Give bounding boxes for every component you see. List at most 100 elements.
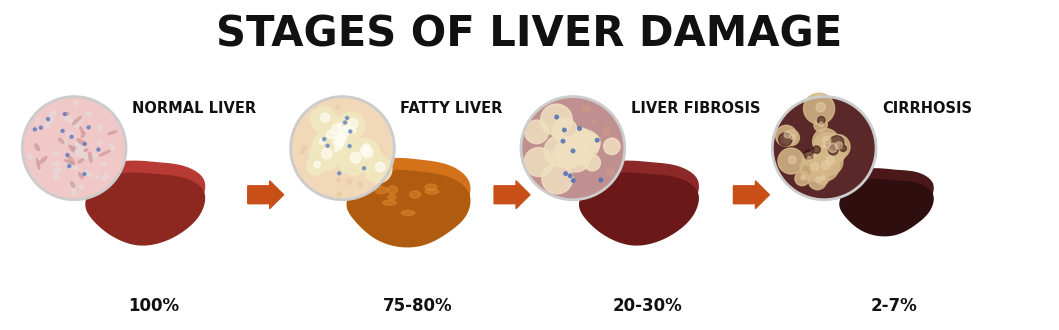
Circle shape <box>563 109 566 112</box>
Ellipse shape <box>388 186 397 194</box>
Ellipse shape <box>71 146 77 150</box>
Circle shape <box>358 182 363 187</box>
Circle shape <box>804 150 813 159</box>
Ellipse shape <box>55 168 62 173</box>
Circle shape <box>345 147 351 152</box>
Circle shape <box>354 168 357 172</box>
Circle shape <box>362 147 373 158</box>
Circle shape <box>818 116 825 124</box>
Circle shape <box>541 104 572 136</box>
Circle shape <box>334 152 339 158</box>
Polygon shape <box>347 171 470 247</box>
Circle shape <box>611 150 615 153</box>
Circle shape <box>811 163 819 171</box>
Ellipse shape <box>82 132 85 138</box>
Circle shape <box>96 148 100 151</box>
Circle shape <box>788 156 796 164</box>
Circle shape <box>362 158 367 162</box>
Circle shape <box>306 157 325 175</box>
Circle shape <box>364 146 367 149</box>
Circle shape <box>778 148 804 174</box>
Ellipse shape <box>39 168 41 173</box>
Circle shape <box>558 137 561 141</box>
Circle shape <box>819 142 829 152</box>
Circle shape <box>323 138 326 141</box>
Ellipse shape <box>72 147 75 150</box>
Circle shape <box>343 121 346 124</box>
Circle shape <box>338 145 369 175</box>
Ellipse shape <box>53 162 61 165</box>
Ellipse shape <box>874 198 879 203</box>
Circle shape <box>587 135 593 142</box>
Circle shape <box>349 139 381 171</box>
Circle shape <box>816 102 825 112</box>
Circle shape <box>344 125 351 132</box>
Circle shape <box>790 135 794 139</box>
Circle shape <box>337 121 355 139</box>
Circle shape <box>338 145 344 150</box>
Circle shape <box>784 130 800 146</box>
Circle shape <box>569 131 572 134</box>
Circle shape <box>795 171 809 186</box>
Circle shape <box>563 172 568 176</box>
Ellipse shape <box>82 152 86 155</box>
Circle shape <box>321 128 352 158</box>
Text: 20-30%: 20-30% <box>613 297 683 315</box>
Circle shape <box>313 135 328 150</box>
Circle shape <box>344 145 347 148</box>
Circle shape <box>525 120 549 144</box>
Circle shape <box>815 177 821 182</box>
Ellipse shape <box>71 149 77 154</box>
Circle shape <box>563 135 590 161</box>
Ellipse shape <box>68 182 76 187</box>
Circle shape <box>360 146 371 155</box>
Circle shape <box>821 176 825 180</box>
Circle shape <box>325 135 349 159</box>
Ellipse shape <box>85 171 92 177</box>
Polygon shape <box>579 161 698 233</box>
Circle shape <box>334 135 344 146</box>
Circle shape <box>822 161 830 170</box>
Circle shape <box>562 128 567 132</box>
Ellipse shape <box>84 149 88 151</box>
Circle shape <box>569 160 572 163</box>
Ellipse shape <box>64 113 69 116</box>
Text: FATTY LIVER: FATTY LIVER <box>400 101 503 115</box>
Ellipse shape <box>886 188 897 193</box>
Ellipse shape <box>68 117 72 123</box>
Circle shape <box>828 143 838 152</box>
Circle shape <box>320 116 351 147</box>
Circle shape <box>801 155 827 181</box>
Circle shape <box>568 144 588 165</box>
Circle shape <box>775 125 796 146</box>
Ellipse shape <box>75 125 78 127</box>
Circle shape <box>815 134 847 165</box>
Ellipse shape <box>28 154 33 159</box>
Circle shape <box>327 120 356 148</box>
Circle shape <box>571 149 575 153</box>
Circle shape <box>825 135 850 159</box>
Circle shape <box>345 116 348 119</box>
Ellipse shape <box>388 195 396 200</box>
Circle shape <box>348 118 358 128</box>
Circle shape <box>351 128 356 133</box>
Ellipse shape <box>54 175 58 179</box>
Circle shape <box>528 134 536 141</box>
Ellipse shape <box>72 116 82 125</box>
Circle shape <box>592 120 595 123</box>
Polygon shape <box>86 173 204 245</box>
Circle shape <box>335 141 343 149</box>
FancyArrow shape <box>495 181 530 209</box>
Ellipse shape <box>49 111 56 117</box>
Ellipse shape <box>74 101 77 105</box>
Circle shape <box>373 173 378 179</box>
Circle shape <box>338 122 342 126</box>
Circle shape <box>337 179 340 182</box>
Polygon shape <box>86 161 204 233</box>
Ellipse shape <box>401 210 415 215</box>
Ellipse shape <box>638 206 649 209</box>
Circle shape <box>571 127 577 133</box>
Circle shape <box>823 136 831 144</box>
Circle shape <box>318 151 321 154</box>
Circle shape <box>64 113 67 116</box>
